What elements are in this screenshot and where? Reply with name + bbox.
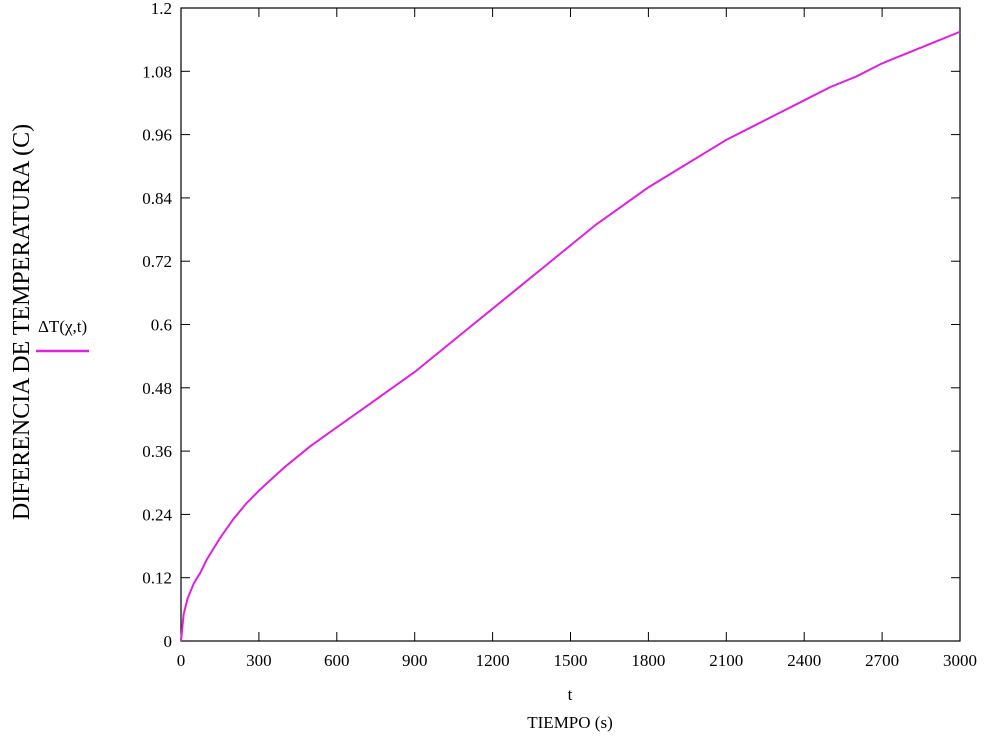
axes	[180, 7, 961, 642]
y-tick-label: 0.84	[142, 189, 172, 208]
x-tick-label: 0	[177, 651, 186, 670]
legend: ΔT(χ,t)	[36, 317, 89, 353]
y-tick-label: 1.08	[142, 62, 172, 81]
x-tick-label: 1800	[631, 651, 665, 670]
y-tick-label: 0.48	[142, 379, 172, 398]
plot-frame	[180, 7, 961, 642]
legend-series-label: ΔT(χ,t)	[38, 317, 87, 336]
x-tick-label: 300	[246, 651, 272, 670]
x-tick-label: 900	[402, 651, 428, 670]
y-tick-label: 0.72	[142, 252, 172, 271]
y-axis-title: DIFERENCIA DE TEMPERATURA (C)	[9, 124, 35, 520]
tick-marks	[180, 7, 961, 642]
y-tick-label: 0	[164, 632, 173, 651]
x-tick-label: 2400	[787, 651, 821, 670]
y-tick-label: 1.2	[151, 0, 172, 18]
x-variable-label: t	[568, 685, 573, 704]
x-tick-label: 600	[324, 651, 350, 670]
x-axis-title: TIEMPO (s)	[527, 713, 612, 732]
y-tick-label: 0.6	[151, 316, 172, 335]
x-tick-label: 3000	[943, 651, 977, 670]
series-group	[180, 30, 961, 642]
x-tick-label: 1500	[554, 651, 588, 670]
y-tick-label: 0.12	[142, 569, 172, 588]
x-tick-label: 1200	[476, 651, 510, 670]
x-tick-label: 2100	[709, 651, 743, 670]
y-tick-label: 0.36	[142, 442, 172, 461]
x-tick-label: 2700	[865, 651, 899, 670]
y-tick-label: 0.24	[142, 505, 172, 524]
tick-labels: 0 300 600 900 1200 1500 1800 2100 2400 2700 3000 0 0…	[142, 0, 977, 670]
series-line	[180, 30, 961, 642]
y-tick-label: 0.96	[142, 126, 172, 145]
